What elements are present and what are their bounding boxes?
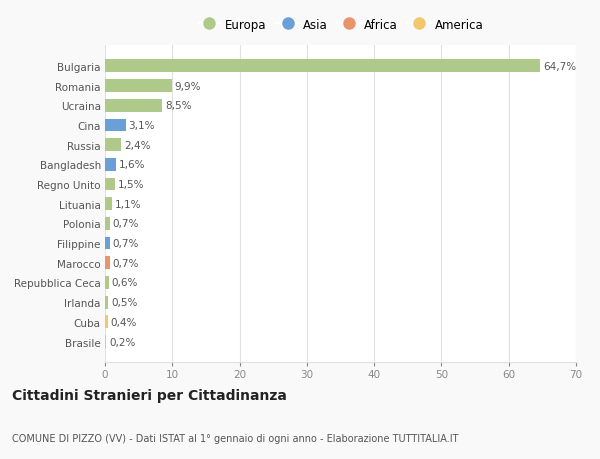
Text: 1,6%: 1,6% — [118, 160, 145, 170]
Text: 2,4%: 2,4% — [124, 140, 151, 150]
Text: 64,7%: 64,7% — [543, 62, 576, 72]
Text: 0,6%: 0,6% — [112, 278, 138, 288]
Bar — [105, 316, 107, 329]
Text: 0,2%: 0,2% — [109, 337, 136, 347]
Text: Cittadini Stranieri per Cittadinanza: Cittadini Stranieri per Cittadinanza — [12, 388, 287, 403]
Text: 0,5%: 0,5% — [111, 297, 137, 308]
Bar — [105, 100, 162, 112]
Bar — [105, 198, 112, 211]
Bar — [105, 237, 110, 250]
Bar — [105, 80, 172, 93]
Text: 3,1%: 3,1% — [128, 121, 155, 131]
Bar — [105, 178, 115, 191]
Bar — [105, 296, 109, 309]
Text: 1,1%: 1,1% — [115, 199, 142, 209]
Bar — [105, 257, 110, 269]
Text: 0,7%: 0,7% — [112, 258, 139, 268]
Text: COMUNE DI PIZZO (VV) - Dati ISTAT al 1° gennaio di ogni anno - Elaborazione TUTT: COMUNE DI PIZZO (VV) - Dati ISTAT al 1° … — [12, 433, 458, 442]
Text: 0,4%: 0,4% — [110, 317, 137, 327]
Bar — [105, 60, 541, 73]
Bar — [105, 276, 109, 289]
Text: 1,5%: 1,5% — [118, 179, 144, 190]
Bar — [105, 119, 126, 132]
Text: 0,7%: 0,7% — [112, 219, 139, 229]
Text: 9,9%: 9,9% — [175, 81, 201, 91]
Bar — [105, 158, 116, 171]
Text: 8,5%: 8,5% — [165, 101, 191, 111]
Legend: Europa, Asia, Africa, America: Europa, Asia, Africa, America — [193, 14, 488, 36]
Text: 0,7%: 0,7% — [112, 239, 139, 249]
Bar — [105, 139, 121, 151]
Bar — [105, 336, 106, 348]
Bar — [105, 218, 110, 230]
